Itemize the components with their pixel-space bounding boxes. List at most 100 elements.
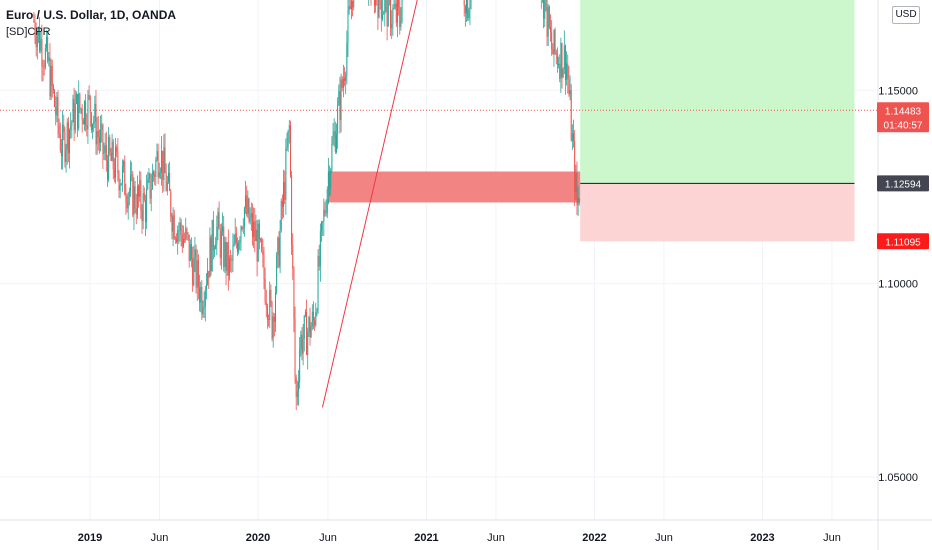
entry-price-tag-text: 1.12594 (885, 179, 922, 190)
candle (43, 60, 45, 76)
candle (131, 161, 133, 182)
candle-body (72, 98, 74, 123)
candle (132, 170, 134, 218)
candle-body (207, 271, 209, 285)
candle (155, 156, 157, 186)
candle (172, 207, 174, 247)
candle (576, 161, 578, 215)
candle-body (323, 209, 325, 222)
candle (547, 4, 549, 47)
candle (464, 4, 466, 27)
candle-body (40, 39, 42, 51)
candle-body (126, 201, 128, 209)
candle-body (311, 311, 313, 327)
candle (115, 138, 117, 184)
candle-body (346, 43, 348, 76)
candle (140, 171, 142, 220)
candle (463, 0, 465, 17)
candle (103, 142, 105, 161)
candle-body (553, 29, 555, 55)
drawings[interactable] (321, 0, 481, 408)
candle-body (342, 78, 344, 88)
candle-body (233, 243, 235, 247)
candle-body (104, 145, 106, 153)
symbol-title[interactable]: Euro / U.S. Dollar, 1D, OANDA (6, 8, 177, 22)
candle-body (247, 198, 249, 215)
candle (179, 217, 181, 242)
candle-body (52, 85, 54, 91)
candle-body (257, 223, 259, 262)
candle (205, 272, 207, 300)
candle-body (399, 7, 401, 27)
candle (337, 97, 339, 149)
currency-button[interactable]: USD (892, 6, 920, 24)
indicator-label[interactable]: [SD]CPR (6, 26, 51, 38)
candle-body (64, 131, 66, 163)
candle-body (279, 229, 281, 267)
candle-body (35, 36, 37, 48)
x-tick-label: 2022 (582, 532, 606, 544)
candle (209, 227, 211, 278)
candle-body (172, 215, 174, 232)
candle (57, 90, 59, 139)
candle-body (280, 200, 282, 230)
candle-body (193, 257, 195, 286)
candle (545, 0, 547, 12)
candle (105, 131, 107, 172)
candle (542, 0, 543, 3)
candle (314, 316, 316, 331)
candle (246, 185, 248, 217)
candle (46, 30, 48, 52)
candle-body (192, 258, 194, 286)
candle (386, 0, 388, 41)
candle-body (246, 195, 248, 215)
candle-body (469, 0, 471, 11)
candle-body (177, 230, 179, 242)
candle-body (330, 169, 332, 189)
candle-body (112, 141, 114, 170)
candle (214, 245, 216, 258)
candle-body (547, 6, 549, 37)
candle (218, 201, 220, 230)
candle (250, 202, 252, 231)
candle (556, 47, 558, 73)
candle-body (78, 93, 80, 129)
candle (368, 0, 370, 6)
candle-body (401, 0, 403, 21)
candle (88, 85, 90, 101)
candle-body (308, 317, 310, 333)
trendline[interactable] (321, 0, 481, 408)
candle-body (90, 113, 92, 130)
candle-body (237, 242, 239, 253)
candle-body (298, 382, 300, 392)
candle (251, 203, 253, 246)
candle (569, 75, 571, 101)
candle (312, 301, 314, 330)
candle (346, 30, 348, 85)
candle-body (179, 222, 181, 231)
candle (110, 147, 112, 162)
candle-body (116, 147, 118, 152)
candle-body (276, 255, 278, 293)
candle (167, 163, 169, 184)
candle (55, 96, 57, 126)
candle-body (83, 101, 85, 125)
candle-body (36, 35, 38, 48)
candle (302, 323, 304, 366)
candle (139, 170, 141, 202)
candle-body (269, 289, 271, 320)
candle (232, 233, 234, 272)
candle-body (59, 134, 61, 151)
candle-body (142, 193, 144, 222)
x-tick-label: 2023 (750, 532, 774, 544)
candle-body (194, 249, 196, 258)
candle-body (556, 54, 558, 65)
candle (186, 226, 188, 241)
candle-body (128, 191, 130, 196)
candle-body (256, 229, 258, 262)
candle-body (163, 147, 165, 180)
candle (181, 224, 183, 253)
candle-body (188, 234, 190, 261)
candle-body (148, 173, 150, 180)
